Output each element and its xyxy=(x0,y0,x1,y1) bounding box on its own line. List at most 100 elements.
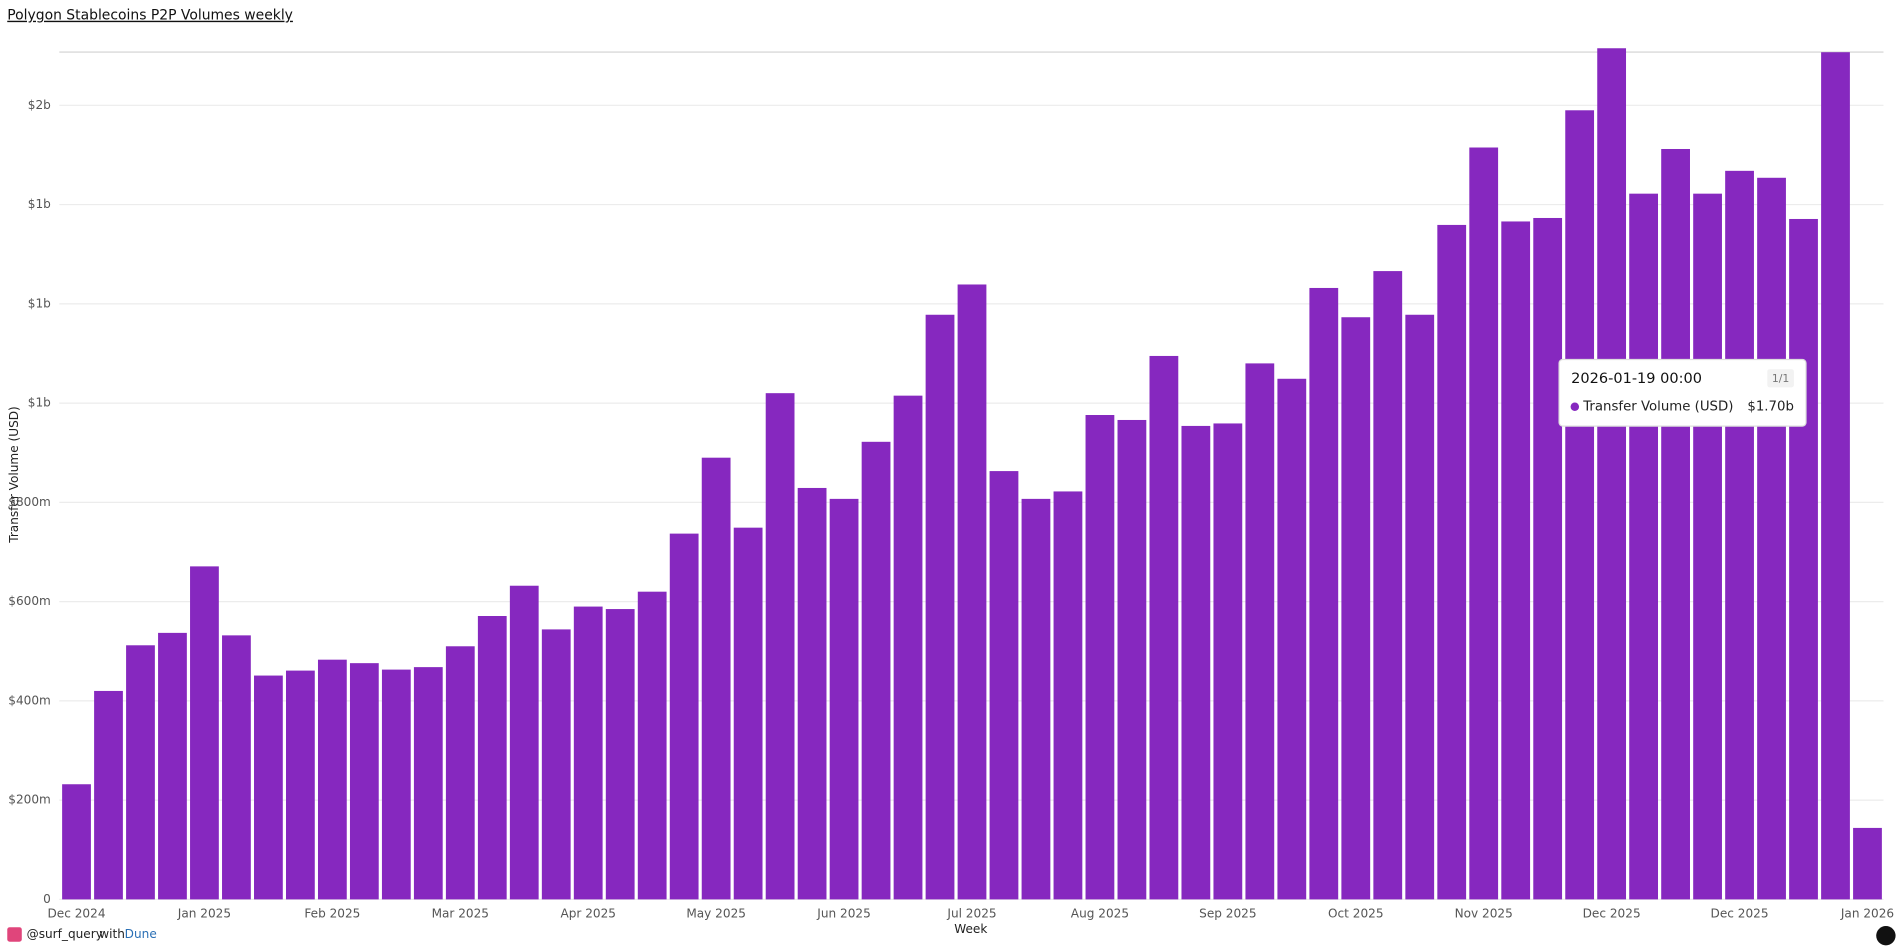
bar xyxy=(765,393,795,900)
bar xyxy=(957,284,987,900)
bar xyxy=(541,629,571,900)
bar xyxy=(317,659,347,900)
bar xyxy=(797,487,827,900)
x-tick-label: Jan 2025 xyxy=(177,906,231,920)
bar xyxy=(1213,423,1243,900)
x-axis-label: Week xyxy=(954,922,987,936)
bar xyxy=(701,457,731,900)
user-avatar xyxy=(7,927,22,942)
bar xyxy=(1277,378,1307,900)
bar xyxy=(925,314,955,900)
bar xyxy=(1373,271,1403,900)
bar xyxy=(1117,419,1147,900)
tooltip: 2026-01-19 00:00 1/1 Transfer Volume (US… xyxy=(1558,358,1807,427)
y-tick-label: $1b xyxy=(28,396,51,410)
x-tick-label: Sep 2025 xyxy=(1199,906,1256,920)
x-tick-label: Aug 2025 xyxy=(1071,906,1129,920)
bar xyxy=(509,585,539,900)
footer-brand[interactable]: Dune xyxy=(125,927,157,941)
x-tick-label: Jul 2025 xyxy=(946,906,996,920)
bar xyxy=(1565,110,1595,900)
dune-logo xyxy=(1876,926,1896,946)
bar xyxy=(893,395,923,900)
y-tick-label: $1b xyxy=(28,197,51,211)
y-tick-label: $400m xyxy=(8,693,51,707)
bar xyxy=(637,591,667,900)
y-axis-label: Transfer Volume (USD) xyxy=(7,406,21,544)
bar xyxy=(1181,425,1211,900)
bar xyxy=(605,609,635,900)
bar xyxy=(413,667,443,900)
y-tick-label: $2b xyxy=(28,98,51,112)
bar xyxy=(1149,355,1179,900)
bar xyxy=(1341,317,1371,900)
bar xyxy=(190,566,219,900)
bar xyxy=(1757,177,1786,900)
bar xyxy=(1085,415,1115,900)
bar xyxy=(1789,218,1818,900)
bar xyxy=(829,498,859,900)
footer-user[interactable]: @surf_query xyxy=(27,927,103,941)
x-tick-label: Mar 2025 xyxy=(432,906,489,920)
y-tick-label: $800m xyxy=(8,495,51,509)
footer-with: with xyxy=(99,927,125,941)
bar xyxy=(126,645,155,900)
bar xyxy=(1693,193,1722,900)
bar xyxy=(1661,148,1690,900)
y-tick-label: $600m xyxy=(8,594,51,608)
x-tick-label: Oct 2025 xyxy=(1328,906,1384,920)
bar xyxy=(445,646,475,900)
bar xyxy=(158,632,187,900)
bar xyxy=(477,616,507,900)
bar xyxy=(989,471,1019,900)
bar xyxy=(1853,827,1882,900)
bar xyxy=(1629,193,1659,900)
tooltip-series: Transfer Volume (USD) xyxy=(1582,400,1733,415)
bar xyxy=(94,690,123,900)
bar xyxy=(1021,498,1051,900)
bar xyxy=(1437,224,1467,900)
tooltip-swatch xyxy=(1570,402,1580,411)
bar xyxy=(1821,52,1850,900)
y-tick-label: $1b xyxy=(28,296,51,310)
tooltip-date: 2026-01-19 00:00 xyxy=(1571,371,1702,387)
bar xyxy=(1469,147,1499,900)
x-tick-label: Jun 2025 xyxy=(816,906,871,920)
bar xyxy=(861,441,891,900)
x-tick-label: Feb 2025 xyxy=(304,906,360,920)
bar xyxy=(669,533,699,900)
x-tick-label: Jan 2026 xyxy=(1840,906,1894,920)
bar xyxy=(573,606,603,900)
x-tick-label: Dec 2025 xyxy=(1711,906,1769,920)
bar xyxy=(1309,287,1339,900)
bar xyxy=(381,669,411,900)
bar xyxy=(1405,314,1435,900)
bar xyxy=(349,663,379,900)
tooltip-box xyxy=(1558,358,1807,427)
bar xyxy=(222,635,251,900)
tooltip-count: 1/1 xyxy=(1772,372,1790,385)
bar xyxy=(285,670,315,900)
bars xyxy=(62,48,1882,900)
bar xyxy=(1053,491,1083,900)
tooltip-value: $1.70b xyxy=(1747,400,1794,415)
bar xyxy=(254,675,283,900)
x-tick-label: Dec 2025 xyxy=(1583,906,1641,920)
x-tick-label: Dec 2024 xyxy=(47,906,105,920)
x-tick-label: Nov 2025 xyxy=(1455,906,1513,920)
bar xyxy=(733,527,763,900)
bar xyxy=(62,784,91,900)
y-tick-label: $200m xyxy=(8,793,51,807)
bar xyxy=(1597,48,1627,900)
y-tick-label: 0 xyxy=(43,892,51,906)
bar xyxy=(1501,221,1531,900)
chart-title[interactable]: Polygon Stablecoins P2P Volumes weekly xyxy=(7,8,293,24)
bar xyxy=(1725,170,1754,900)
bar xyxy=(1245,363,1275,900)
x-tick-label: Apr 2025 xyxy=(560,906,616,920)
bar xyxy=(1533,217,1563,900)
x-tick-label: May 2025 xyxy=(686,906,746,920)
tooltip-count-badge xyxy=(1767,369,1794,388)
